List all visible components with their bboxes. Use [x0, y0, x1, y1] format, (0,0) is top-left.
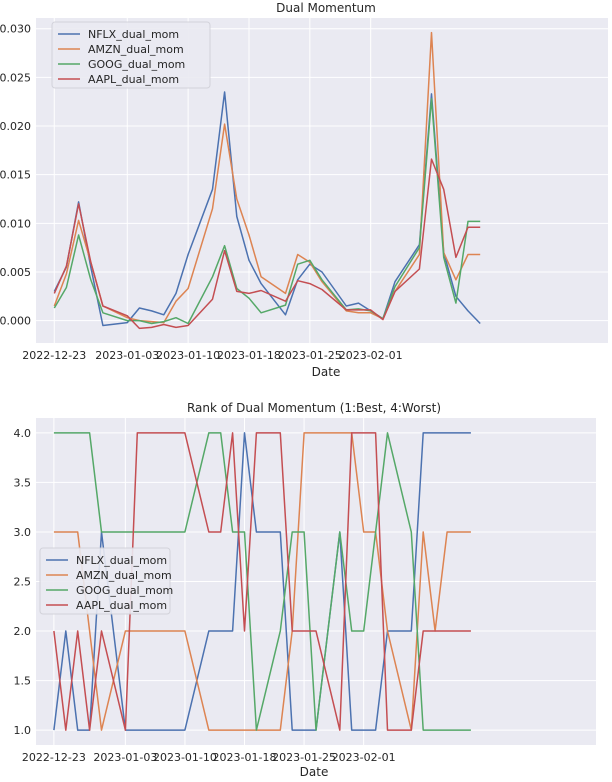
series-line-goog: [53, 98, 481, 325]
legend-label-aapl: AAPL_dual_mom: [88, 73, 179, 86]
legend-label-nflx: NFLX_dual_mom: [76, 554, 167, 567]
x-axis-label: Date: [312, 365, 341, 379]
y-tick-label: 0.000: [0, 315, 31, 328]
y-tick-label: 4.0: [14, 427, 32, 440]
x-tick-label: 2023-01-25: [272, 751, 336, 764]
legend-label-goog: GOOG_dual_mom: [88, 58, 185, 71]
y-tick-label: 1.5: [14, 675, 32, 688]
series-lines: [53, 432, 471, 731]
legend-box: [39, 547, 171, 615]
y-tick-label: 2.5: [14, 576, 32, 589]
y-tick-label: 3.5: [14, 476, 32, 489]
y-tick-label: 1.0: [14, 724, 32, 737]
y-tick-label: 0.005: [0, 266, 31, 279]
series-line-aapl: [53, 432, 471, 731]
x-axis: 2022-12-23 2023-01-032023-01-102023-01-18…: [22, 751, 396, 764]
legend: NFLX_dual_mom AMZN_dual_mom GOOG_dual_mo…: [39, 547, 173, 615]
y-tick-label: 2.0: [14, 625, 32, 638]
y-tick-label: 0.015: [0, 169, 31, 182]
legend: NFLX_dual_mom AMZN_dual_mom GOOG_dual_mo…: [51, 21, 211, 89]
y-tick-label: 0.020: [0, 120, 31, 133]
chart-title: Dual Momentum: [276, 1, 376, 15]
legend-label-amzn: AMZN_dual_mom: [76, 569, 172, 582]
chart-title: Rank of Dual Momentum (1:Best, 4:Worst): [187, 401, 441, 415]
legend-label-goog: GOOG_dual_mom: [76, 584, 173, 597]
y-axis: 0.000 0.005 0.010 0.015 0.020 0.025 0.030: [0, 23, 31, 328]
y-tick-label: 3.0: [14, 526, 32, 539]
series-line-amzn: [53, 31, 481, 324]
y-tick-label: 0.030: [0, 23, 31, 36]
series-line-aapl: [53, 158, 481, 330]
legend-label-amzn: AMZN_dual_mom: [88, 43, 184, 56]
dual-momentum-chart: Dual Momentum 0.0000.0050.0100.0150.0200…: [0, 1, 608, 379]
x-tick-label: 2023-01-03: [93, 751, 157, 764]
x-tick-label: 2023-01-18: [213, 751, 277, 764]
legend-label-aapl: AAPL_dual_mom: [76, 599, 167, 612]
x-tick-label: 2023-02-01: [332, 751, 396, 764]
x-tick-label: 2022-12-23: [22, 751, 86, 764]
x-tick-label: 2023-01-10: [156, 349, 220, 362]
x-axis: 2022-12-23 2023-01-032023-01-102023-01-18…: [22, 349, 402, 362]
y-tick-label: 0.010: [0, 217, 31, 230]
x-tick-label: 2023-01-03: [95, 349, 159, 362]
series-lines: [53, 31, 481, 330]
y-tick-label: 0.025: [0, 71, 31, 84]
x-tick-label: 2023-01-18: [217, 349, 281, 362]
y-axis: 1.0 1.5 2.0 2.5 3.0 3.5 4.0: [14, 427, 32, 737]
legend-box: [51, 21, 211, 89]
series-line-goog: [53, 432, 471, 731]
rank-chart: Rank of Dual Momentum (1:Best, 4:Worst) …: [14, 401, 596, 779]
legend-label-nflx: NFLX_dual_mom: [88, 28, 179, 41]
x-axis-label: Date: [300, 765, 329, 779]
x-tick-label: 2023-01-25: [278, 349, 342, 362]
x-tick-label: 2022-12-23: [22, 349, 86, 362]
x-tick-label: 2023-01-10: [153, 751, 217, 764]
x-tick-label: 2023-02-01: [339, 349, 403, 362]
